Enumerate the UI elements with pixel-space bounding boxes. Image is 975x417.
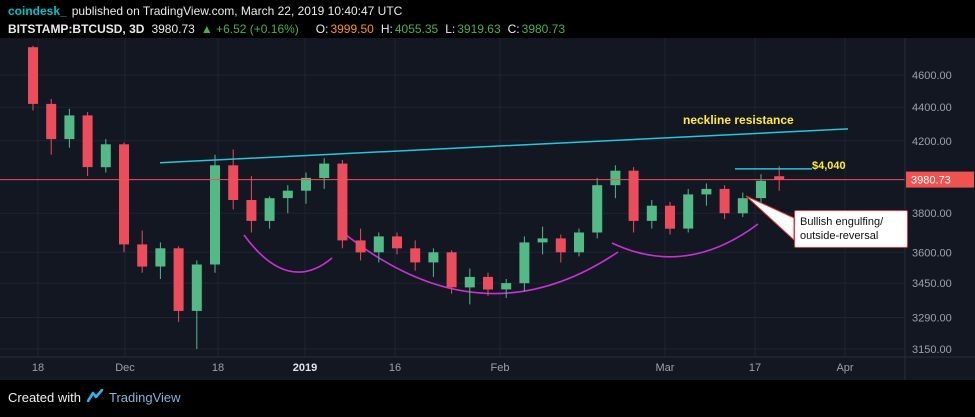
created-with-text: Created with (8, 389, 81, 405)
candle-body (574, 232, 584, 253)
candle-body (337, 163, 348, 241)
candle-body (28, 47, 38, 104)
time-axis-label: Mar (656, 362, 675, 374)
candle-body (191, 264, 202, 311)
callout-line-1: Bullish engulfing/ (800, 216, 884, 228)
candle-body (319, 163, 330, 178)
bullish-engulfing-callout: Bullish engulfing/ outside-reversal (794, 210, 908, 248)
candle-body (756, 180, 766, 199)
price-axis-label: 3150.00 (912, 344, 952, 356)
time-axis-label: Feb (491, 362, 510, 374)
price-change: ▲ +6.52 (+0.16%) (200, 22, 299, 36)
price-axis-label: 4200.00 (912, 136, 952, 148)
author-link[interactable]: coindesk_ (8, 4, 67, 18)
candle-body (446, 252, 457, 288)
candle-body (483, 276, 493, 290)
candle-body (246, 200, 257, 221)
chart-background (0, 38, 975, 380)
ohlc-value: 4055.35 (394, 22, 439, 36)
candle-body (100, 144, 111, 168)
ohlc-label: L: (445, 22, 456, 36)
tradingview-logo-icon[interactable] (86, 388, 104, 405)
candle-body (410, 248, 421, 263)
candle-body (210, 165, 220, 265)
price-axis-label: 3600.00 (912, 247, 952, 259)
time-axis-label: 16 (389, 362, 401, 374)
candle-body (665, 205, 675, 229)
price-axis-label: 3450.00 (912, 278, 952, 290)
candle-body (737, 198, 748, 214)
candle-body (519, 242, 530, 284)
candle-body (646, 205, 657, 221)
symbol-line: BITSTAMP:BTCUSD, 3D 3980.73 ▲ +6.52 (+0.16… (8, 21, 565, 37)
candle-body (392, 236, 402, 249)
footer: Created with TradingView (8, 388, 181, 405)
candle-body (82, 115, 93, 168)
time-axis-label: Apr (836, 362, 853, 374)
candle-body (155, 248, 166, 267)
candle-body (537, 238, 548, 243)
time-axis-label: 18 (212, 362, 224, 374)
candle-body (555, 238, 566, 253)
price-axis-label: 4600.00 (912, 70, 952, 82)
rounded-bottom-arc (339, 229, 619, 295)
candle-body (282, 190, 293, 199)
ohlc-value: 3919.63 (457, 22, 501, 36)
candle-body (355, 240, 366, 253)
current-price-badge (906, 171, 974, 188)
rounded-bottom-arc (611, 223, 759, 258)
publish-info: published on TradingView.com, March 22, … (71, 4, 403, 18)
ohlc-value: 3980.73 (521, 22, 566, 36)
candle-body (610, 170, 621, 186)
ohlc-label: H: (380, 22, 393, 36)
time-axis-label: Dec (115, 362, 135, 374)
candle-body (301, 177, 311, 191)
candle-body (683, 194, 694, 229)
candle-body (464, 276, 475, 288)
price-axis-label: 3290.00 (912, 313, 952, 325)
time-axis-label: 18 (32, 362, 44, 374)
time-axis-label: 17 (749, 362, 761, 374)
candle-body (228, 165, 239, 200)
publish-line: coindesk_ published on TradingView.com, M… (8, 3, 565, 20)
price-axis-label: 3800.00 (912, 208, 952, 220)
candle-body (501, 283, 512, 290)
candle-body (137, 244, 148, 267)
ohlc-label: C: (507, 22, 520, 36)
tradingview-wordmark[interactable]: TradingView (108, 389, 181, 405)
rounded-bottom-arc (243, 234, 333, 273)
callout-line-2: outside-reversal (800, 230, 879, 242)
price-axis-label: 4400.00 (912, 102, 952, 114)
price-target-4040-label: $4,040 (812, 160, 846, 172)
candle-body (774, 176, 785, 180)
candle-body (173, 248, 184, 311)
candle-body (592, 185, 603, 233)
header: coindesk_ published on TradingView.com, M… (8, 3, 565, 37)
ohlc-label: O: (315, 22, 329, 36)
neckline-trendline (159, 128, 849, 164)
candle-body (719, 188, 730, 214)
neckline-resistance-label: neckline resistance (683, 113, 794, 127)
candle-body (46, 103, 57, 140)
last-price: 3980.73 (151, 22, 195, 36)
time-axis-label: 2019 (293, 362, 317, 374)
current-price-badge-text: 3980.73 (911, 175, 951, 187)
candle-body (701, 188, 712, 195)
symbol-title: BITSTAMP:BTCUSD, 3D (8, 22, 145, 36)
candle-body (119, 144, 129, 245)
ohlc-values: O: 3999.50 H: 4055.35 L: 3919.63 C: 3980.73 (309, 22, 565, 36)
candle-body (428, 252, 439, 263)
candle-body (264, 198, 275, 221)
candle-body (628, 170, 639, 221)
candle-body (373, 236, 384, 253)
candle-body (64, 115, 75, 140)
ohlc-value: 3999.50 (330, 22, 374, 36)
